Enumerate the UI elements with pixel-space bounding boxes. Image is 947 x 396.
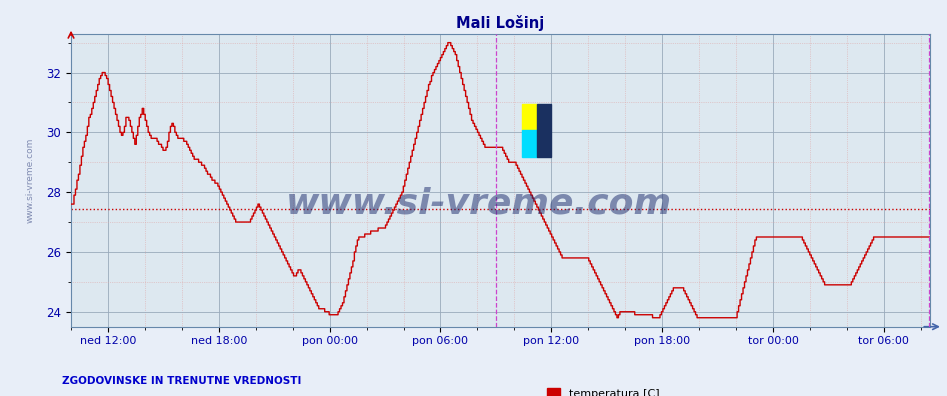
Text: www.si-vreme.com: www.si-vreme.com [286, 187, 672, 221]
Legend: temperatura [C]: temperatura [C] [543, 384, 665, 396]
Bar [538, 104, 550, 157]
Bar [522, 104, 538, 130]
Title: Mali Lošinj: Mali Lošinj [456, 15, 545, 31]
Text: www.si-vreme.com: www.si-vreme.com [26, 137, 34, 223]
Text: ZGODOVINSKE IN TRENUTNE VREDNOSTI: ZGODOVINSKE IN TRENUTNE VREDNOSTI [62, 376, 301, 386]
Bar [522, 130, 538, 157]
